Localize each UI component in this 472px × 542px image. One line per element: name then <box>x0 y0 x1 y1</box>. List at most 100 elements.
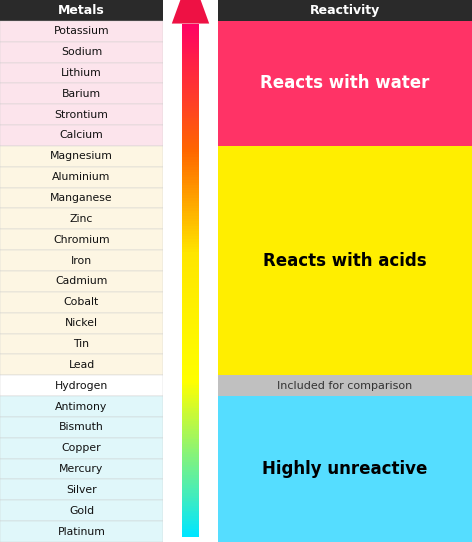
Text: Manganese: Manganese <box>50 193 113 203</box>
Bar <box>182 278 199 280</box>
Bar <box>182 172 199 175</box>
Bar <box>182 316 199 319</box>
Bar <box>182 224 199 226</box>
Bar <box>182 275 199 278</box>
Text: Mercury: Mercury <box>59 464 104 474</box>
Bar <box>182 337 199 339</box>
Bar <box>182 280 199 282</box>
Bar <box>182 447 199 449</box>
Text: Gold: Gold <box>69 506 94 516</box>
Bar <box>182 370 199 372</box>
Bar <box>0 354 163 375</box>
Bar <box>182 49 199 52</box>
Bar <box>182 414 199 416</box>
Bar <box>182 95 199 98</box>
Text: Cobalt: Cobalt <box>64 297 99 307</box>
Bar <box>182 308 199 311</box>
Bar <box>0 271 163 292</box>
Text: Reacts with acids: Reacts with acids <box>263 251 427 269</box>
Bar <box>182 44 199 47</box>
Bar <box>182 529 199 532</box>
Bar <box>0 209 163 229</box>
Bar <box>182 82 199 85</box>
Bar <box>182 41 199 44</box>
Text: Sodium: Sodium <box>61 47 102 57</box>
Bar <box>182 152 199 154</box>
Bar <box>218 21 472 146</box>
Bar <box>182 185 199 188</box>
Bar <box>182 372 199 375</box>
Bar <box>182 270 199 273</box>
Bar <box>182 175 199 177</box>
Bar <box>182 478 199 480</box>
Text: Iron: Iron <box>71 256 92 266</box>
Bar <box>0 417 163 438</box>
Bar <box>182 473 199 475</box>
Bar <box>0 313 163 333</box>
Bar <box>182 116 199 119</box>
Bar <box>182 113 199 116</box>
Bar <box>182 347 199 350</box>
Text: Tin: Tin <box>74 339 90 349</box>
Bar <box>182 141 199 144</box>
Bar <box>182 57 199 60</box>
Bar <box>182 234 199 236</box>
Bar <box>182 319 199 321</box>
Bar <box>182 524 199 526</box>
Bar <box>182 444 199 447</box>
Bar <box>182 516 199 519</box>
Bar <box>182 449 199 452</box>
Bar <box>182 401 199 403</box>
Bar <box>182 375 199 378</box>
Bar <box>182 177 199 180</box>
Bar <box>182 424 199 426</box>
Bar <box>182 362 199 365</box>
Bar <box>218 0 472 21</box>
Bar <box>182 452 199 455</box>
Text: Copper: Copper <box>62 443 101 453</box>
Bar <box>182 98 199 100</box>
Bar <box>182 72 199 75</box>
Bar <box>218 146 472 375</box>
Bar <box>182 60 199 62</box>
Bar <box>182 247 199 249</box>
Bar <box>182 144 199 147</box>
Bar <box>0 396 163 417</box>
Bar <box>182 190 199 193</box>
Bar <box>0 438 163 459</box>
Bar <box>182 454 199 457</box>
Bar <box>182 67 199 70</box>
Bar <box>182 313 199 316</box>
Bar <box>182 293 199 295</box>
Bar <box>182 462 199 464</box>
Bar <box>182 383 199 385</box>
Bar <box>182 295 199 298</box>
Bar <box>182 300 199 303</box>
Bar <box>182 349 199 352</box>
Bar <box>182 475 199 478</box>
Bar <box>182 326 199 329</box>
Bar <box>0 21 163 42</box>
Bar <box>0 167 163 188</box>
Bar <box>0 104 163 125</box>
Bar <box>182 339 199 341</box>
Bar <box>182 282 199 285</box>
Bar <box>182 257 199 260</box>
Bar <box>182 108 199 111</box>
Bar <box>182 380 199 383</box>
Bar <box>182 195 199 198</box>
Bar <box>182 137 199 139</box>
Bar <box>182 457 199 460</box>
Bar <box>182 216 199 218</box>
Bar <box>0 459 163 480</box>
Bar <box>182 211 199 214</box>
Bar <box>182 408 199 411</box>
Bar <box>218 375 472 396</box>
Bar <box>182 431 199 434</box>
Bar <box>182 85 199 88</box>
Bar <box>0 375 163 396</box>
Bar <box>182 93 199 95</box>
Bar <box>182 377 199 380</box>
Bar <box>182 531 199 534</box>
Text: Silver: Silver <box>66 485 97 495</box>
